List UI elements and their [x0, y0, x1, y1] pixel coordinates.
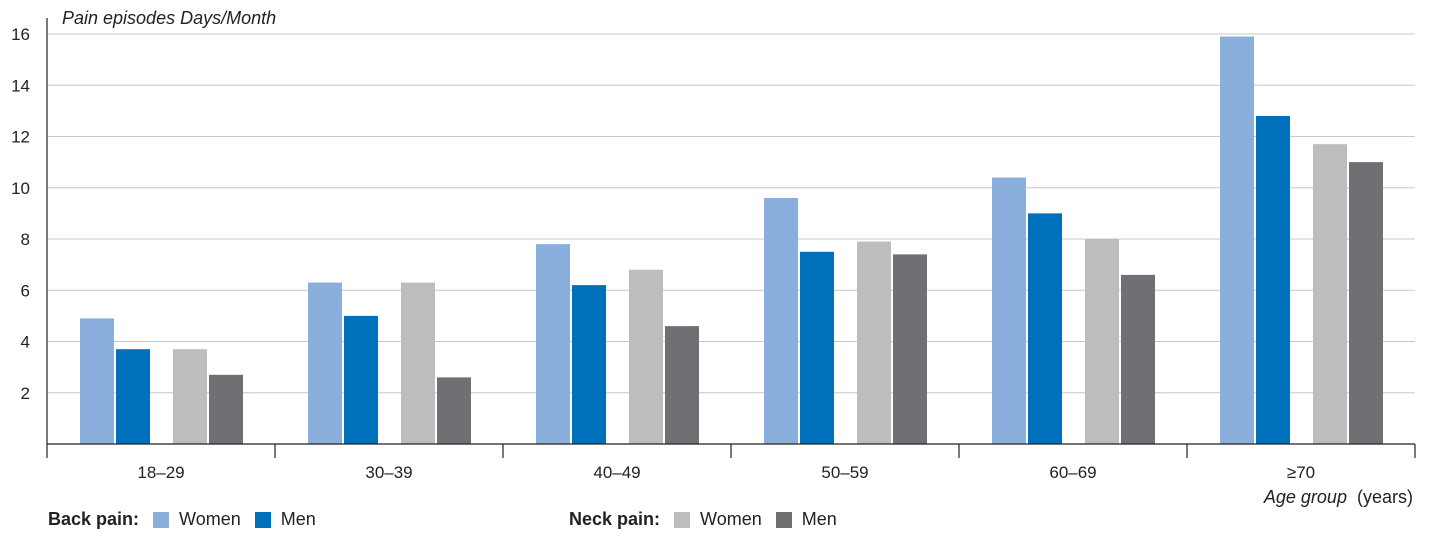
x-axis-label-main: Age group — [1263, 487, 1347, 507]
bar-30–39-back-pain-men — [344, 315, 378, 444]
y-tick-label: 6 — [21, 281, 30, 300]
x-tick-label: 40–49 — [593, 463, 640, 482]
legend-neck-pain: Neck pain: Women Men — [569, 509, 851, 530]
y-tick-label: 8 — [21, 230, 30, 249]
bar-18–29-neck-pain-women — [173, 349, 207, 444]
y-tick-label: 2 — [21, 384, 30, 403]
x-axis-label: Age group (years) — [1263, 487, 1413, 507]
x-axis-label-unit: (years) — [1357, 487, 1413, 507]
bar-≥70-neck-pain-men — [1349, 162, 1383, 444]
legend-label-back-women: Women — [179, 509, 241, 529]
bar-50–59-back-pain-men — [800, 251, 834, 444]
bar-30–39-back-pain-women — [308, 282, 342, 444]
y-tick-label: 4 — [21, 333, 30, 352]
bar-40–49-neck-pain-men — [665, 326, 699, 444]
bar-≥70-neck-pain-women — [1313, 144, 1347, 444]
x-tick-label: 18–29 — [137, 463, 184, 482]
x-tick-label: ≥70 — [1287, 463, 1315, 482]
y-tick-label: 10 — [11, 179, 30, 198]
legend-neck-men: Men — [775, 509, 837, 530]
bar-40–49-back-pain-women — [536, 244, 570, 444]
legend-label-back-men: Men — [280, 509, 316, 529]
legend-swatch-neck-women — [674, 511, 691, 528]
y-tick-labels: 2 4 6 8 10 12 14 16 — [11, 25, 30, 403]
y-tick-label: 16 — [11, 25, 30, 44]
y-tick-label: 12 — [11, 128, 30, 147]
bar-50–59-neck-pain-men — [893, 254, 927, 444]
legend-neck-title: Neck pain: — [569, 509, 661, 529]
bar-60–69-back-pain-men — [1028, 213, 1062, 444]
bar-40–49-neck-pain-women — [629, 269, 663, 444]
x-tick-label: 50–59 — [821, 463, 868, 482]
gridlines — [47, 33, 1415, 394]
bar-30–39-neck-pain-men — [437, 377, 471, 444]
axes — [46, 18, 1416, 458]
bar-40–49-back-pain-men — [572, 285, 606, 444]
bar-30–39-neck-pain-women — [401, 282, 435, 444]
legend-back-pain: Back pain: Women Men — [48, 509, 330, 530]
legend-neck-women: Women — [674, 509, 762, 530]
bar-60–69-neck-pain-men — [1121, 274, 1155, 444]
bars — [80, 36, 1383, 444]
y-tick-label: 14 — [11, 76, 30, 95]
legend-label-neck-women: Women — [700, 509, 762, 529]
legend-swatch-back-women — [153, 511, 170, 528]
legend-back-men: Men — [254, 509, 316, 530]
y-axis-label: Pain episodes Days/Month — [62, 8, 276, 28]
bar-18–29-neck-pain-men — [209, 374, 243, 444]
bar-≥70-back-pain-men — [1256, 116, 1290, 444]
legend-swatch-neck-men — [775, 511, 792, 528]
bar-50–59-neck-pain-women — [857, 241, 891, 444]
bar-≥70-back-pain-women — [1220, 36, 1254, 444]
x-tick-labels: 18–29 30–39 40–49 50–59 60–69 ≥70 — [137, 463, 1315, 482]
legend-label-neck-men: Men — [801, 509, 837, 529]
bar-60–69-back-pain-women — [992, 177, 1026, 444]
x-tick-label: 30–39 — [365, 463, 412, 482]
bar-18–29-back-pain-men — [116, 349, 150, 444]
bar-60–69-neck-pain-women — [1085, 239, 1119, 444]
x-tick-label: 60–69 — [1049, 463, 1096, 482]
legend-back-title: Back pain: — [48, 509, 140, 529]
bar-50–59-back-pain-women — [764, 198, 798, 444]
bar-18–29-back-pain-women — [80, 318, 114, 444]
legend-swatch-back-men — [254, 511, 271, 528]
legend-back-women: Women — [153, 509, 241, 530]
